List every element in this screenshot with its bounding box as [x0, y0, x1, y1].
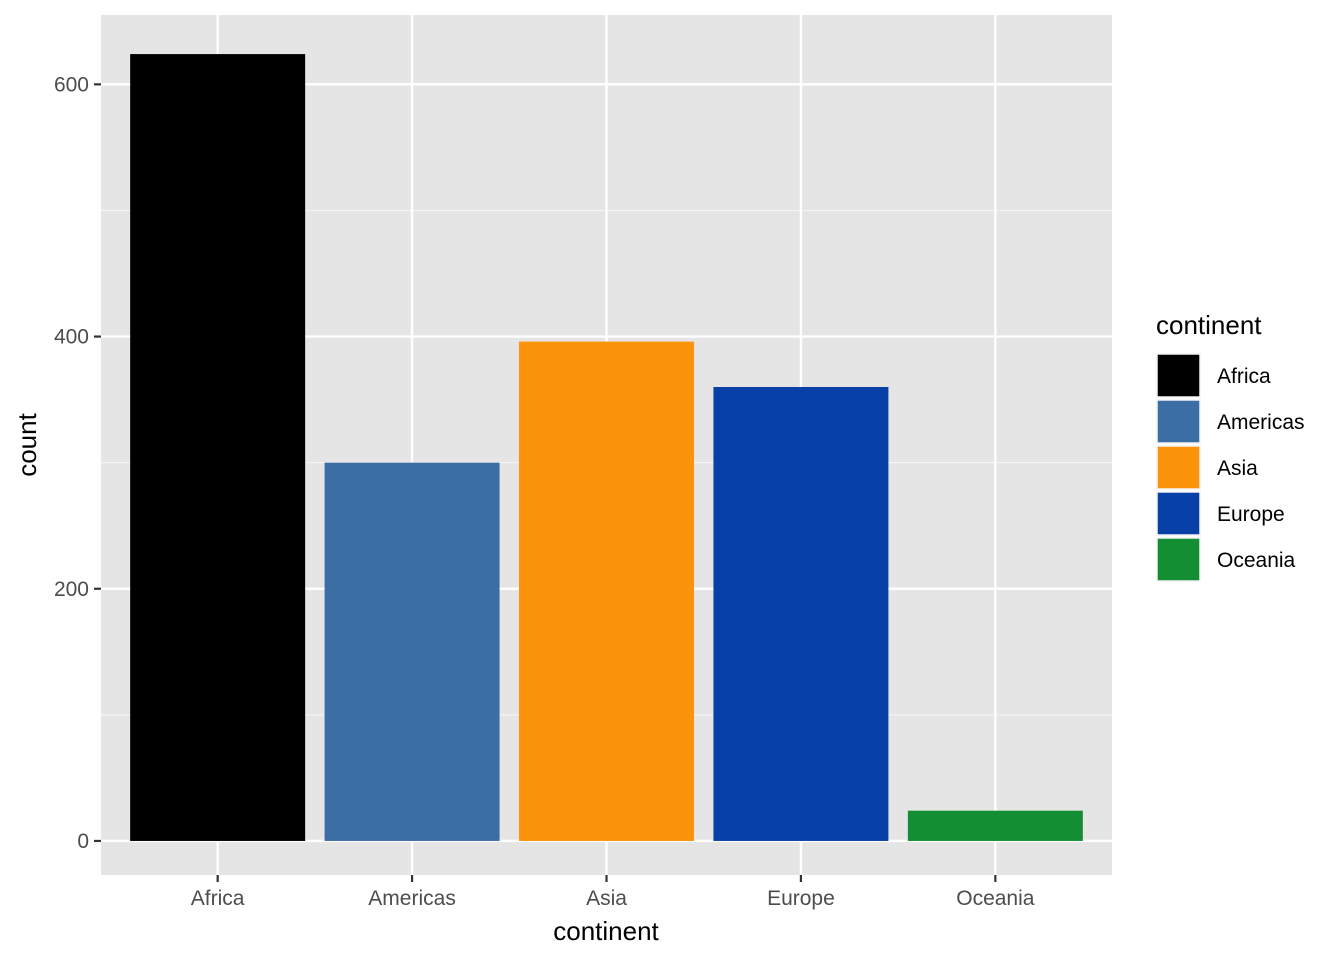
legend-label: Americas	[1217, 411, 1305, 434]
legend-swatch	[1156, 399, 1201, 444]
legend-swatch	[1156, 353, 1201, 398]
y-axis-title: count	[12, 412, 42, 476]
x-tick-label: Oceania	[956, 887, 1035, 910]
x-axis: Africa Americas Asia Europe Oceania	[191, 875, 1035, 910]
legend-label: Africa	[1217, 365, 1271, 388]
legend-label: Oceania	[1217, 549, 1296, 572]
bar-oceania	[907, 810, 1083, 841]
y-axis: 0 200 400 600	[54, 73, 101, 853]
legend-swatch	[1156, 537, 1201, 582]
legend-swatch	[1156, 491, 1201, 536]
legend-swatch	[1156, 445, 1201, 490]
y-tick-label: 400	[54, 326, 89, 349]
y-tick-label: 200	[54, 578, 89, 601]
y-tick-label: 0	[77, 830, 89, 853]
x-axis-title: continent	[553, 916, 659, 946]
bar-africa	[130, 54, 306, 841]
bar-americas	[324, 462, 500, 841]
x-tick-label: Asia	[586, 887, 627, 910]
legend-items: Africa Americas Asia Europe Oceania	[1156, 353, 1305, 582]
legend-label: Europe	[1217, 503, 1285, 526]
legend-label: Asia	[1217, 457, 1258, 480]
y-tick-label: 600	[54, 73, 89, 96]
legend-title: continent	[1156, 310, 1262, 340]
x-tick-label: Americas	[368, 887, 456, 910]
bar-europe	[713, 386, 889, 841]
legend: continent Africa Americas Asia Europe Oceani…	[1156, 310, 1305, 582]
x-tick-label: Africa	[191, 887, 245, 910]
bars	[130, 54, 1083, 841]
x-tick-label: Europe	[767, 887, 835, 910]
bar-asia	[519, 341, 694, 841]
